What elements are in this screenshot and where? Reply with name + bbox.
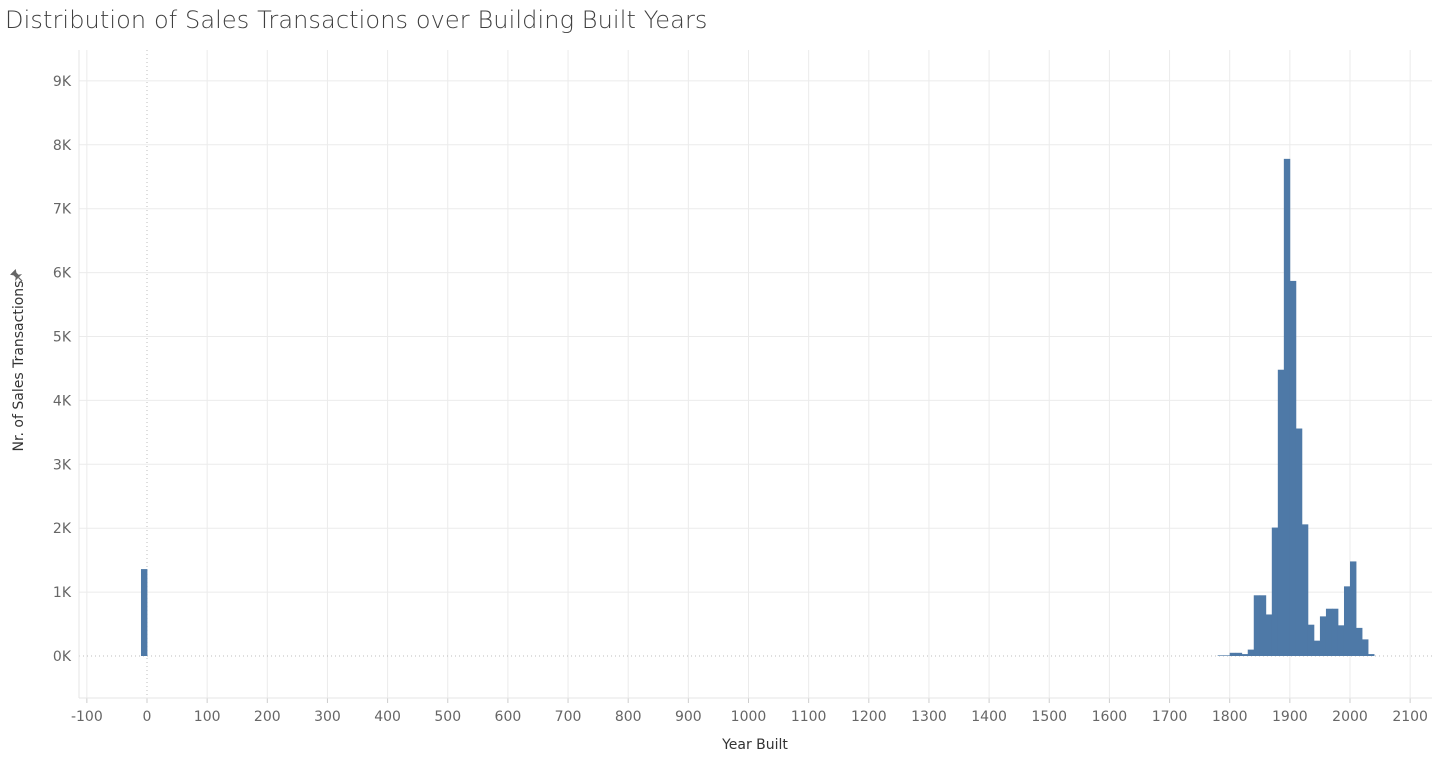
x-tick-label: 500 <box>434 709 461 725</box>
histogram-bar[interactable] <box>1253 595 1261 656</box>
y-tick-label: 9K <box>53 74 72 90</box>
x-tick-label: 1900 <box>1272 709 1308 725</box>
histogram-bar[interactable] <box>1331 608 1339 656</box>
histogram-bar[interactable] <box>1313 640 1321 656</box>
histogram-bar[interactable] <box>1301 524 1309 656</box>
histogram-bar[interactable] <box>1265 614 1273 656</box>
x-tick-label: 900 <box>675 709 702 725</box>
x-axis: -100 0 100 200 300 400 500 600 700 800 900 1000 1100… <box>71 697 1432 725</box>
histogram-bar[interactable] <box>1247 649 1255 656</box>
histogram-bar[interactable] <box>1337 625 1345 656</box>
x-tick-label: 1300 <box>911 709 947 725</box>
x-tick-label: 100 <box>194 709 221 725</box>
x-tick-label: 1100 <box>791 709 827 725</box>
y-tick-label: 7K <box>53 202 72 218</box>
zero-reference-lines <box>79 50 1432 698</box>
x-tick-label: 600 <box>495 709 522 725</box>
y-tick-label: 0K <box>53 649 72 665</box>
histogram-bar[interactable] <box>1343 586 1351 656</box>
bars <box>140 158 1375 656</box>
x-tick-label: 700 <box>555 709 582 725</box>
x-tick-label: 1200 <box>851 709 887 725</box>
histogram-bar[interactable] <box>1217 655 1225 656</box>
histogram-bar[interactable] <box>1241 654 1249 656</box>
y-tick-label: 5K <box>53 330 72 346</box>
x-tick-label: 1700 <box>1152 709 1188 725</box>
x-axis-title: Year Built <box>721 737 788 753</box>
histogram-bar[interactable] <box>1259 595 1267 656</box>
y-tick-label: 8K <box>53 138 72 154</box>
histogram-bar[interactable] <box>1362 639 1369 656</box>
histogram-bar[interactable] <box>1356 627 1363 656</box>
histogram-bar[interactable] <box>1295 428 1303 656</box>
pin-icon[interactable] <box>9 268 25 284</box>
x-tick-label: -100 <box>71 709 103 725</box>
x-tick-label: 2100 <box>1392 709 1428 725</box>
y-tick-label: 6K <box>53 266 72 282</box>
y-tick-label: 4K <box>53 393 72 409</box>
histogram-bar[interactable] <box>1368 654 1375 656</box>
x-tick-label: 1500 <box>1031 709 1067 725</box>
x-tick-label: 400 <box>374 709 401 725</box>
chart-title: Distribution of Sales Transactions over … <box>5 6 708 34</box>
histogram-bar[interactable] <box>1229 652 1237 656</box>
histogram-bar[interactable] <box>1319 616 1327 656</box>
y-tick-label: 2K <box>53 521 72 537</box>
x-tick-label: 0 <box>143 709 152 725</box>
x-tick-label: 1800 <box>1212 709 1248 725</box>
histogram-bar[interactable] <box>1307 624 1315 656</box>
y-axis-title: Nr. of Sales Transactions <box>11 281 27 452</box>
y-axis-title-group: Nr. of Sales Transactions <box>9 268 27 452</box>
x-tick-label: 200 <box>254 709 281 725</box>
histogram-bar[interactable] <box>1277 369 1285 656</box>
x-tick-label: 300 <box>314 709 341 725</box>
histogram-bar[interactable] <box>1223 655 1231 656</box>
histogram-bar[interactable] <box>1235 652 1243 656</box>
x-tick-label: 1000 <box>731 709 767 725</box>
y-tick-label: 1K <box>53 585 72 601</box>
histogram-bar[interactable] <box>1289 280 1297 656</box>
x-tick-label: 1400 <box>971 709 1007 725</box>
histogram-bar[interactable] <box>1325 608 1333 656</box>
y-tick-label: 3K <box>53 457 72 473</box>
histogram-bar[interactable] <box>1350 561 1357 656</box>
x-tick-label: 2000 <box>1332 709 1368 725</box>
histogram-bar[interactable] <box>140 569 148 656</box>
y-axis: 0K 1K 2K 3K 4K 5K 6K 7K 8K 9K <box>53 50 80 698</box>
histogram-bar[interactable] <box>1271 527 1279 656</box>
x-tick-label: 800 <box>615 709 642 725</box>
histogram-bar[interactable] <box>1283 158 1291 656</box>
grid <box>79 50 1432 698</box>
x-tick-label: 1600 <box>1092 709 1128 725</box>
